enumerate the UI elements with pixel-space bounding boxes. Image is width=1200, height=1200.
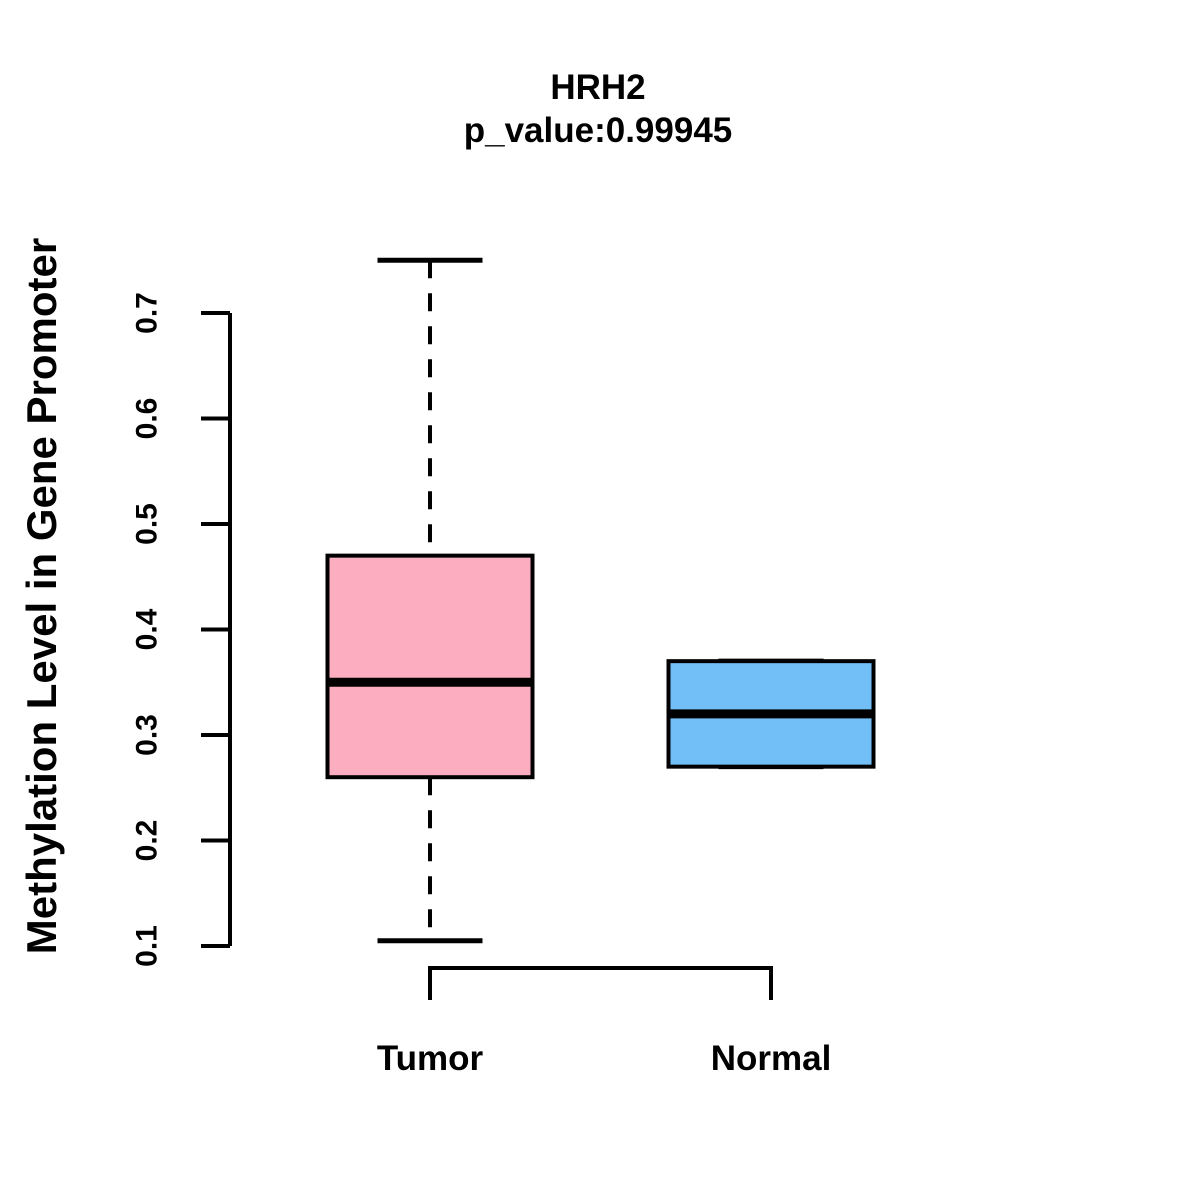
y-axis-tick-label: 0.2 (131, 820, 164, 862)
y-axis-tick-label: 0.3 (131, 714, 164, 756)
y-axis-title: Methylation Level in Gene Promoter (18, 237, 65, 955)
chart-title-block: HRH2 p_value:0.99945 (464, 66, 733, 152)
x-category-label-tumor: Tumor (377, 1039, 484, 1078)
box-tumor (325, 553, 535, 780)
y-axis-tick-label: 0.5 (131, 503, 164, 545)
y-axis-tick-label: 0.6 (131, 398, 164, 440)
chart-title: HRH2 (550, 68, 646, 107)
y-axis-tick-label: 0.1 (131, 925, 164, 967)
x-axis-bracket (428, 966, 773, 1000)
chart-subtitle-pvalue: p_value:0.99945 (463, 111, 733, 150)
y-axis-tick-label: 0.4 (131, 608, 164, 650)
y-axis-tick-label: 0.7 (131, 292, 164, 334)
x-category-label-normal: Normal (711, 1039, 832, 1078)
